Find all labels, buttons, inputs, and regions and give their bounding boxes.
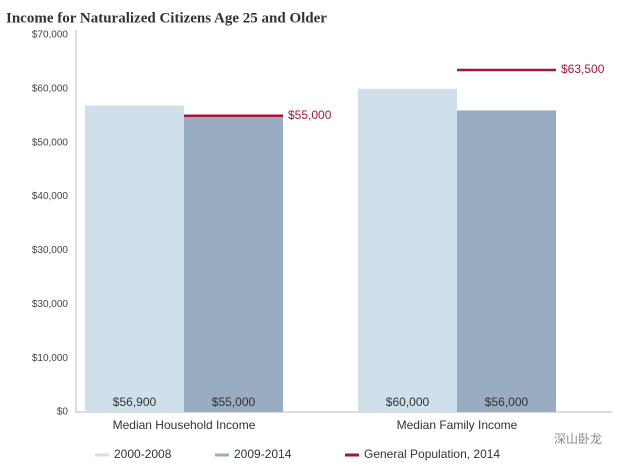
bar <box>85 105 184 412</box>
bar <box>457 110 556 413</box>
legend-label: 2000-2008 <box>114 447 172 461</box>
legend-label: 2009-2014 <box>234 447 292 461</box>
y-tick-label: $50,000 <box>32 137 69 148</box>
data-label: $56,000 <box>485 395 529 409</box>
data-label: $56,900 <box>113 395 157 409</box>
x-tick-label: Median Family Income <box>397 418 518 432</box>
bar <box>358 88 457 412</box>
data-label: $55,000 <box>288 108 332 122</box>
bar <box>184 115 283 413</box>
data-label: $63,500 <box>561 62 605 76</box>
x-tick-label: Median Household Income <box>113 418 256 432</box>
y-tick-label: $30,000 <box>32 299 69 310</box>
legend-label: General Population, 2014 <box>364 447 500 461</box>
data-label: $60,000 <box>386 395 430 409</box>
y-tick-label: $70,000 <box>32 30 69 41</box>
y-tick-label: $10,000 <box>32 353 69 364</box>
y-tick-label: $0 <box>57 407 69 418</box>
y-tick-label: $30,000 <box>32 245 69 256</box>
chart-title: Income for Naturalized Citizens Age 25 a… <box>6 10 327 26</box>
watermark: 深山卧龙 <box>554 432 602 446</box>
y-tick-label: $40,000 <box>32 191 69 202</box>
y-tick-label: $60,000 <box>32 83 69 94</box>
data-label: $55,000 <box>212 395 256 409</box>
